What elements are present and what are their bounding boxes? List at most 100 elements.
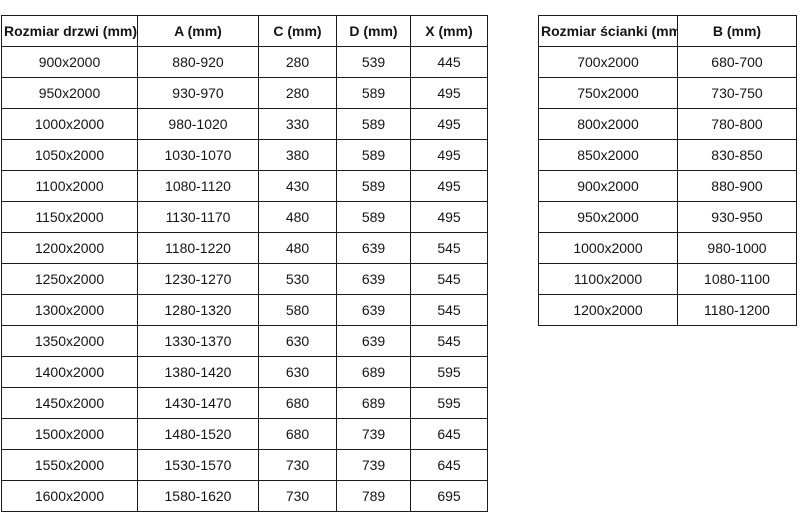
table-cell: 1480-1520 — [137, 418, 259, 450]
table-row: 1350x2000 1330-1370 630 639 545 — [1, 325, 488, 357]
table-row: 1600x2000 1580-1620 730 789 695 — [1, 480, 488, 512]
table-cell: 530 — [258, 263, 337, 295]
table-cell: 430 — [258, 170, 337, 202]
table-cell: 1180-1220 — [137, 232, 259, 264]
door-size-table: Rozmiar drzwi (mm) A (mm) C (mm) D (mm) X (m… — [1, 15, 488, 512]
table-cell: 950x2000 — [1, 77, 138, 109]
table-cell: 789 — [336, 480, 411, 512]
table-cell: 480 — [258, 232, 337, 264]
table-row: 1100x2000 1080-1120 430 589 495 — [1, 170, 488, 202]
table-row: 950x2000 930-950 — [538, 201, 797, 233]
column-header: Rozmiar ścianki (mm) — [538, 15, 678, 47]
table-cell: 695 — [410, 480, 488, 512]
table-cell: 1450x2000 — [1, 387, 138, 419]
table-cell: 539 — [336, 46, 411, 78]
table-cell: 1530-1570 — [137, 449, 259, 481]
table-cell: 645 — [410, 418, 488, 450]
table-cell: 639 — [336, 325, 411, 357]
table-cell: 639 — [336, 263, 411, 295]
table-cell: 930-970 — [137, 77, 259, 109]
table-cell: 589 — [336, 170, 411, 202]
table-cell: 1500x2000 — [1, 418, 138, 450]
table-cell: 1350x2000 — [1, 325, 138, 357]
table-cell: 1230-1270 — [137, 263, 259, 295]
table-row: 700x2000 680-700 — [538, 46, 797, 78]
table-row: 1500x2000 1480-1520 680 739 645 — [1, 418, 488, 450]
table-row: 850x2000 830-850 — [538, 139, 797, 171]
table-cell: 589 — [336, 201, 411, 233]
table-row: 1550x2000 1530-1570 730 739 645 — [1, 449, 488, 481]
table-cell: 1130-1170 — [137, 201, 259, 233]
table-cell: 1330-1370 — [137, 325, 259, 357]
table-cell: 1200x2000 — [538, 294, 678, 326]
table-cell: 930-950 — [677, 201, 797, 233]
table-row: 900x2000 880-920 280 539 445 — [1, 46, 488, 78]
table-cell: 495 — [410, 108, 488, 140]
table-row: 1300x2000 1280-1320 580 639 545 — [1, 294, 488, 326]
table-row: 1150x2000 1130-1170 480 589 495 — [1, 201, 488, 233]
table-cell: 589 — [336, 139, 411, 171]
table-cell: 1080-1120 — [137, 170, 259, 202]
table-cell: 1600x2000 — [1, 480, 138, 512]
table-cell: 1080-1100 — [677, 263, 797, 295]
table-cell: 1000x2000 — [1, 108, 138, 140]
table-row: 1000x2000 980-1000 — [538, 232, 797, 264]
table-cell: 545 — [410, 263, 488, 295]
table-cell: 445 — [410, 46, 488, 78]
table-cell: 1250x2000 — [1, 263, 138, 295]
table-cell: 730 — [258, 449, 337, 481]
table-cell: 900x2000 — [538, 170, 678, 202]
table-cell: 495 — [410, 201, 488, 233]
table-cell: 900x2000 — [1, 46, 138, 78]
table-cell: 1180-1200 — [677, 294, 797, 326]
column-header: Rozmiar drzwi (mm) — [1, 15, 138, 47]
table-row: 1200x2000 1180-1200 — [538, 294, 797, 326]
table-cell: 639 — [336, 294, 411, 326]
table-row: 950x2000 930-970 280 589 495 — [1, 77, 488, 109]
table-cell: 639 — [336, 232, 411, 264]
column-header: X (mm) — [410, 15, 488, 47]
table-cell: 595 — [410, 356, 488, 388]
table-cell: 280 — [258, 46, 337, 78]
table-cell: 1030-1070 — [137, 139, 259, 171]
table-cell: 280 — [258, 77, 337, 109]
header-row: Rozmiar ścianki (mm) B (mm) — [538, 15, 797, 47]
table-cell: 595 — [410, 387, 488, 419]
table-row: 1050x2000 1030-1070 380 589 495 — [1, 139, 488, 171]
table-cell: 495 — [410, 170, 488, 202]
table-cell: 495 — [410, 77, 488, 109]
table-cell: 739 — [336, 418, 411, 450]
table-row: 1200x2000 1180-1220 480 639 545 — [1, 232, 488, 264]
table-cell: 739 — [336, 449, 411, 481]
table-cell: 1280-1320 — [137, 294, 259, 326]
table-cell: 800x2000 — [538, 108, 678, 140]
table-cell: 730 — [258, 480, 337, 512]
table-cell: 1050x2000 — [1, 139, 138, 171]
table-cell: 830-850 — [677, 139, 797, 171]
header-row: Rozmiar drzwi (mm) A (mm) C (mm) D (mm) X (m… — [1, 15, 488, 47]
table-cell: 880-920 — [137, 46, 259, 78]
table-cell: 880-900 — [677, 170, 797, 202]
table-cell: 1100x2000 — [1, 170, 138, 202]
table-cell: 1150x2000 — [1, 201, 138, 233]
table-cell: 680-700 — [677, 46, 797, 78]
table-cell: 750x2000 — [538, 77, 678, 109]
table-cell: 545 — [410, 232, 488, 264]
column-header: C (mm) — [258, 15, 337, 47]
table-cell: 1200x2000 — [1, 232, 138, 264]
table-cell: 1100x2000 — [538, 263, 678, 295]
table-cell: 1300x2000 — [1, 294, 138, 326]
table-cell: 580 — [258, 294, 337, 326]
table-cell: 545 — [410, 325, 488, 357]
table-cell: 630 — [258, 325, 337, 357]
table-cell: 480 — [258, 201, 337, 233]
table-cell: 680 — [258, 387, 337, 419]
table-cell: 589 — [336, 77, 411, 109]
column-header: A (mm) — [137, 15, 259, 47]
table-cell: 645 — [410, 449, 488, 481]
table-cell: 1380-1420 — [137, 356, 259, 388]
table-cell: 980-1000 — [677, 232, 797, 264]
table-cell: 680 — [258, 418, 337, 450]
table-row: 900x2000 880-900 — [538, 170, 797, 202]
table-row: 1450x2000 1430-1470 680 689 595 — [1, 387, 488, 419]
